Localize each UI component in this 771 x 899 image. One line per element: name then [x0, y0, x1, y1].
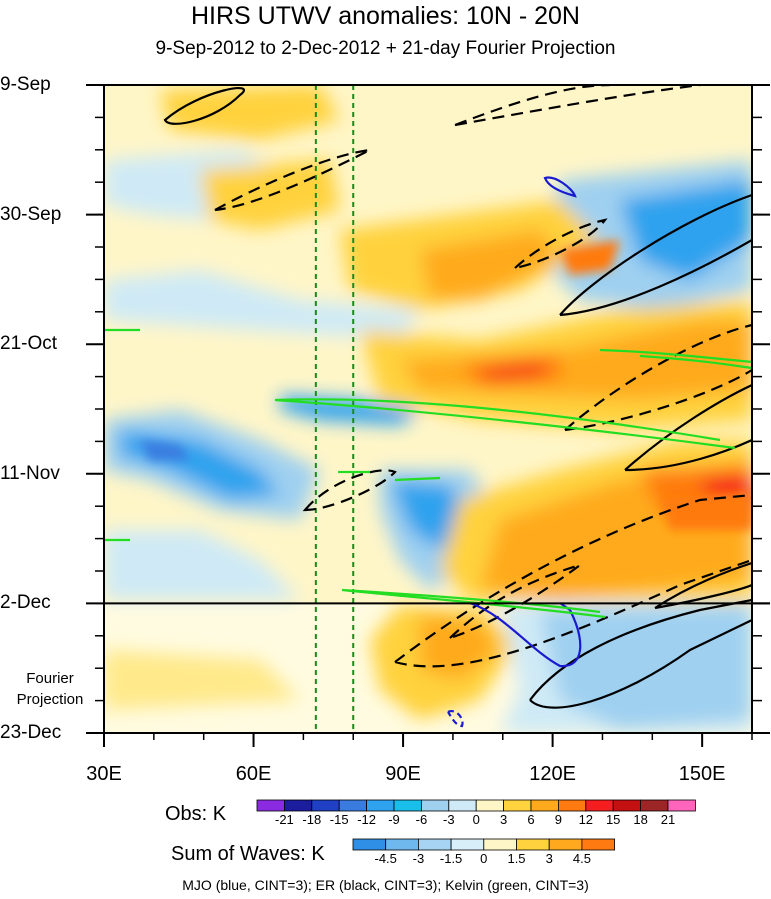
colorbar-level-label: 1.5	[507, 851, 526, 866]
colorbar-level-label: -6	[415, 812, 428, 827]
colorbar-swatch	[585, 799, 614, 812]
waves-colorbar	[352, 838, 616, 851]
colorbar-swatch	[612, 799, 642, 812]
colorbar-level-label: -18	[302, 812, 322, 827]
colorbar-level-label: 3	[545, 851, 553, 866]
projection-label-line: Fourier	[26, 670, 74, 687]
colorbar-level-label: 18	[633, 812, 648, 827]
colorbar-level-label: 15	[605, 812, 621, 827]
colorbar-level-label: 4.5	[572, 851, 591, 866]
kelvin-contour	[341, 588, 606, 619]
colorbar-swatch	[448, 799, 477, 812]
x-tick-label: 150E	[678, 763, 726, 785]
x-tick-label: 30E	[86, 763, 122, 785]
colorbar-swatch	[393, 799, 422, 812]
colorbar-swatch	[640, 799, 669, 812]
kelvin-contour	[599, 348, 752, 370]
colorbar-swatch	[530, 799, 559, 812]
er-contour	[654, 561, 752, 610]
colorbar-swatch	[516, 838, 550, 851]
colorbar-swatch	[352, 838, 387, 851]
obs-colorbar	[256, 799, 696, 812]
colorbar-level-label: -1.5	[439, 851, 463, 866]
y-tick-label: 30-Sep	[0, 203, 62, 225]
mjo-contour	[447, 710, 464, 728]
colorbar-swatch	[338, 799, 368, 812]
colorbar-swatch	[581, 838, 616, 851]
chart-subtitle: 9-Sep-2012 to 2-Dec-2012 + 21-day Fourie…	[155, 38, 616, 59]
colorbar-level-label: -9	[388, 812, 400, 827]
y-tick-label: 2-Dec	[0, 592, 51, 614]
x-tick-label: 120E	[529, 763, 576, 785]
colorbar-level-label: -12	[357, 812, 376, 827]
er-contour	[564, 323, 752, 432]
x-tick-label: 60E	[235, 763, 272, 785]
er-contour	[302, 469, 397, 512]
colorbar-swatch	[548, 838, 583, 851]
reference-longitude-lines	[314, 85, 355, 733]
er-contour	[529, 598, 752, 709]
mjo-contour	[469, 601, 582, 668]
er-contour	[394, 493, 752, 668]
colorbar-level-label: 9	[554, 812, 563, 827]
anomaly-field	[104, 85, 752, 733]
colorbar-swatch	[667, 799, 696, 812]
colorbar-swatch	[420, 799, 450, 812]
colorbar-level-label: -3	[412, 851, 425, 866]
colorbar-level-label: -21	[274, 812, 294, 827]
projection-label: Fourier Projection	[0, 668, 100, 710]
colorbar-swatch	[558, 799, 587, 812]
x-axis-ticks	[103, 733, 753, 747]
colorbar-swatch	[417, 838, 452, 851]
er-contour	[449, 563, 581, 640]
colorbar-level-label: 6	[527, 812, 535, 827]
contour-legend-note: MJO (blue, CINT=3); ER (black, CINT=3); …	[182, 877, 589, 893]
er-contour	[624, 384, 752, 472]
er-contour	[163, 87, 245, 125]
colorbar-swatch	[385, 838, 419, 851]
chart-title: HIRS UTWV anomalies: 10N - 20N	[190, 2, 580, 30]
colorbar-swatch	[483, 838, 517, 851]
y-axis-ticks	[86, 84, 770, 734]
mjo-contour	[543, 176, 577, 198]
kelvin-contour	[274, 398, 736, 450]
colorbar-swatch	[475, 799, 505, 812]
obs-colorbar-title: Obs: K	[165, 803, 227, 825]
y-tick-label: 11-Nov	[0, 462, 60, 484]
er-contour	[214, 148, 371, 212]
colorbar-level-label: 0	[480, 851, 488, 866]
colorbar-swatch	[450, 838, 485, 851]
er-contour	[559, 193, 752, 317]
colorbar-swatch	[311, 799, 340, 812]
y-tick-label: 23-Dec	[0, 722, 62, 743]
colorbar-level-label: 12	[578, 812, 594, 827]
y-tick-label: 21-Oct	[0, 333, 58, 355]
colorbar-swatch	[366, 799, 395, 812]
colorbar-level-label: 21	[660, 812, 676, 827]
waves-colorbar-title: Sum of Waves: K	[171, 843, 325, 865]
er-contour	[454, 85, 701, 127]
colorbar-level-label: -4.5	[374, 851, 397, 866]
colorbar-level-label: 0	[472, 812, 480, 827]
colorbar-swatch	[503, 799, 532, 812]
wave-contours	[104, 85, 752, 728]
colorbar-swatch	[256, 799, 285, 812]
y-tick-label: 9-Sep	[0, 74, 51, 95]
projection-label-line: Projection	[16, 691, 84, 708]
colorbar-swatch	[283, 799, 313, 812]
x-tick-label: 90E	[385, 763, 421, 785]
er-contour	[511, 218, 608, 270]
kelvin-contour	[338, 470, 441, 482]
colorbar-level-label: -3	[443, 812, 455, 827]
colorbar-level-label: 3	[499, 812, 508, 827]
colorbar-level-label: -15	[329, 812, 349, 827]
